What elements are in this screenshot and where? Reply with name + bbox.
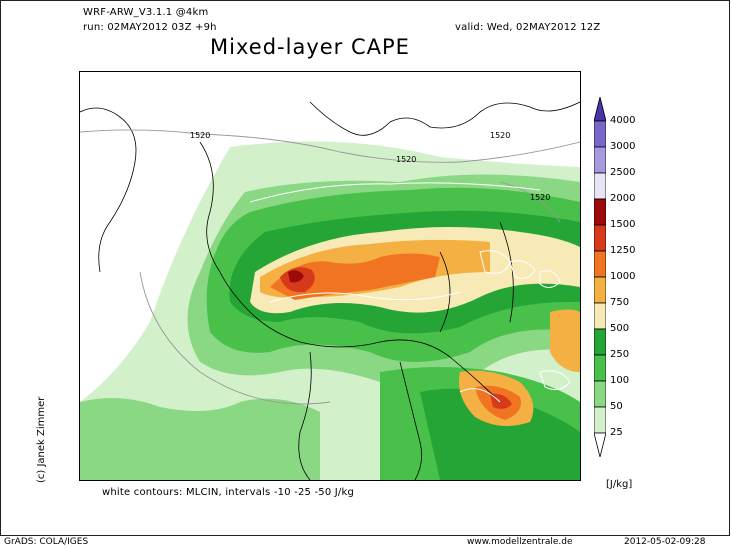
colorbar-cell (594, 276, 606, 304)
figure-frame (0, 0, 730, 536)
colorbar-cell (594, 432, 606, 457)
colorbar-cell (594, 250, 606, 278)
colorbar-label: 2000 (610, 193, 636, 204)
colorbar-cell (594, 172, 606, 200)
colorbar-cell (594, 380, 606, 408)
caption: white contours: MLCIN, intervals -10 -25… (102, 487, 355, 498)
colorbar (594, 97, 606, 457)
colorbar-label: 750 (610, 297, 630, 308)
map-panel: 1520 1520 1520 1520 (79, 71, 581, 481)
colorbar-cell (594, 120, 606, 148)
colorbar-label: 1500 (610, 219, 636, 230)
contour-label: 1520 (490, 131, 510, 140)
colorbar-cell (594, 97, 606, 122)
colorbar-label: 25 (610, 427, 623, 438)
map-title: Mixed-layer CAPE (210, 35, 410, 59)
colorbar-cell (594, 328, 606, 356)
valid-label: valid: Wed, 02MAY2012 12Z (455, 22, 601, 33)
footer-right: 2012-05-02-09:28 (624, 537, 706, 547)
footer-center: www.modellzentrale.de (467, 537, 573, 547)
colorbar-cell (594, 302, 606, 330)
colorbar-cell (594, 198, 606, 226)
colorbar-label: 100 (610, 375, 630, 386)
colorbar-cell (594, 146, 606, 174)
colorbar-label: 1000 (610, 271, 636, 282)
colorbar-label: 500 (610, 323, 630, 334)
colorbar-label: 50 (610, 401, 623, 412)
colorbar-label: 4000 (610, 115, 636, 126)
contour-label: 1520 (396, 155, 416, 164)
colorbar-unit: [J/kg] (606, 479, 633, 490)
contour-label: 1520 (190, 131, 210, 140)
contour-label: 1520 (530, 193, 550, 202)
colorbar-cell (594, 406, 606, 434)
colorbar-cell (594, 354, 606, 382)
colorbar-label: 250 (610, 349, 630, 360)
run-label: run: 02MAY2012 03Z +9h (83, 22, 217, 33)
colorbar-label: 3000 (610, 141, 636, 152)
colorbar-label: 2500 (610, 167, 636, 178)
cape-map: 1520 1520 1520 1520 (80, 72, 580, 480)
colorbar-label: 1250 (610, 245, 636, 256)
colorbar-cell (594, 224, 606, 252)
footer-left: GrADS: COLA/IGES (4, 537, 89, 547)
model-label: WRF-ARW_V3.1.1 @4km (83, 7, 209, 18)
credit-label: (c) Janek Zimmer (36, 396, 47, 483)
